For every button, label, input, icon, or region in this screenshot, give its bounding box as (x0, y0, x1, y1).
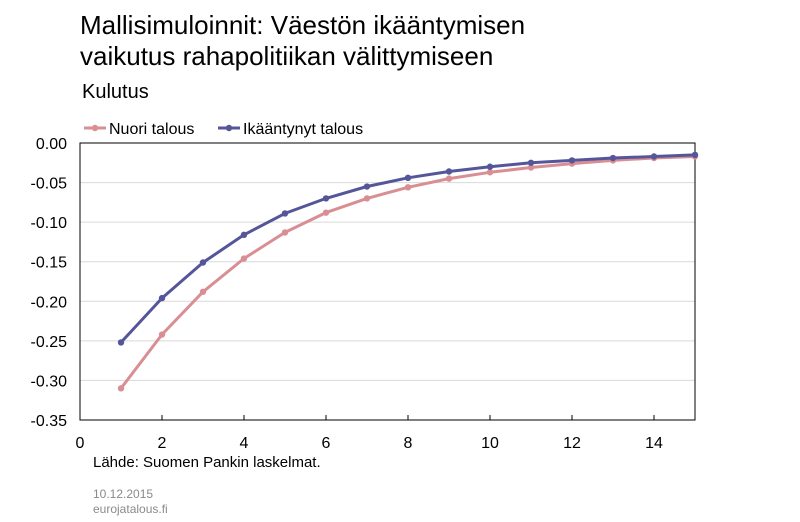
data-point (404, 174, 412, 182)
data-point (322, 209, 330, 216)
legend-marker (91, 124, 99, 132)
data-point (281, 210, 289, 217)
x-tick-label: 14 (645, 435, 663, 452)
series-line-1 (119, 155, 697, 390)
data-point (486, 163, 494, 170)
series-lines (117, 151, 699, 392)
data-point (199, 288, 207, 295)
publish-date: 10.12.2015 (93, 487, 154, 501)
data-point (117, 385, 125, 392)
chart-title: Mallisimuloinnit: Väestön ikääntymisen v… (80, 10, 525, 72)
data-point (199, 259, 207, 266)
legend-marker (225, 124, 233, 132)
y-tick-label: -0.20 (31, 294, 68, 311)
data-point (363, 183, 371, 190)
source-note: Lähde: Suomen Pankin laskelmat. (93, 454, 321, 471)
data-point (445, 175, 453, 182)
data-point (158, 331, 166, 338)
chart-subtitle: Kulutus (82, 81, 149, 103)
data-point (240, 255, 248, 262)
legend-label: Ikääntynyt talous (243, 121, 363, 138)
data-point (158, 294, 166, 302)
data-point (527, 164, 535, 171)
data-point (240, 231, 248, 239)
data-point (404, 184, 412, 191)
y-tick-label: -0.10 (31, 215, 68, 232)
data-point (568, 157, 576, 164)
x-tick-label: 6 (322, 435, 331, 452)
legend: Nuori talous Ikääntynyt talous (84, 121, 363, 138)
data-point (363, 195, 371, 202)
data-point (609, 154, 617, 162)
data-point (486, 169, 494, 176)
data-point (445, 168, 453, 175)
axes (79, 142, 696, 421)
x-tick-label: 0 (76, 435, 85, 452)
legend-label: Nuori talous (109, 121, 194, 138)
y-tick-label: -0.05 (31, 176, 68, 193)
y-tick-label: -0.30 (31, 373, 68, 390)
site-name: eurojatalous.fi (93, 502, 168, 516)
y-tick-label: -0.25 (31, 334, 68, 351)
y-tick-label: -0.35 (31, 413, 68, 430)
y-tick-label: 0.00 (36, 136, 67, 153)
plot-frame (79, 142, 696, 421)
data-point (322, 195, 330, 202)
x-tick-label: 10 (481, 435, 499, 452)
data-point (527, 159, 535, 166)
data-point (691, 151, 699, 159)
x-tick-label: 8 (404, 435, 413, 452)
gridlines (80, 142, 695, 421)
data-point (117, 339, 125, 346)
title-line-2: vaikutus rahapolitiikan välittymiseen (80, 41, 494, 71)
data-point (650, 153, 658, 160)
title-line-1: Mallisimuloinnit: Väestön ikääntymisen (80, 10, 526, 40)
data-point (281, 229, 289, 236)
y-tick-label: -0.15 (31, 255, 68, 272)
tick-labels: 0.00 -0.05 -0.10 -0.15 -0.20 -0.25 -0.30 -0.35 0… (31, 136, 663, 452)
x-tick-label: 2 (158, 435, 167, 452)
x-tick-label: 4 (240, 435, 249, 452)
x-tick-label: 12 (563, 435, 581, 452)
